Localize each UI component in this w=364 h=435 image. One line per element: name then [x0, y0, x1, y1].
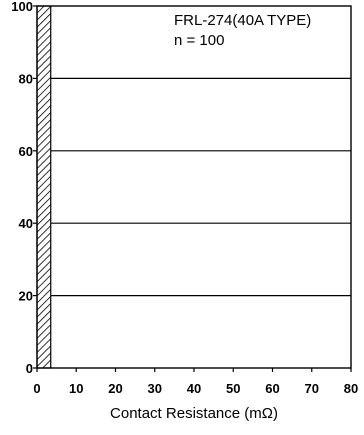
y-tick-label: 40	[19, 216, 33, 231]
x-tick-label: 10	[69, 381, 83, 396]
model-annotation: FRL-274(40A TYPE)	[174, 12, 311, 29]
x-tick-label: 50	[226, 381, 240, 396]
y-axis-ticks: 0 20 40 60 80 100	[11, 0, 37, 376]
x-tick-label: 0	[33, 381, 40, 396]
x-tick-label: 60	[265, 381, 279, 396]
sample-size-annotation: n = 100	[174, 32, 224, 49]
x-axis-ticks: 0 10 20 30 40 50 60 70 80	[33, 368, 358, 396]
y-tick-label: 80	[19, 71, 33, 86]
x-tick-label: 40	[187, 381, 201, 396]
x-tick-label: 30	[148, 381, 162, 396]
x-axis-title: Contact Resistance (mΩ)	[110, 405, 278, 422]
y-tick-label: 20	[19, 289, 33, 304]
bars	[36, 5, 52, 369]
x-tick-label: 80	[344, 381, 358, 396]
x-tick-label: 70	[305, 381, 319, 396]
x-tick-label: 20	[108, 381, 122, 396]
y-tick-label: 0	[26, 361, 33, 376]
y-tick-label: 60	[19, 144, 33, 159]
plot-frame	[36, 5, 352, 369]
bar-0	[36, 5, 52, 369]
y-tick-label: 100	[11, 0, 33, 14]
grid-lines	[37, 77, 351, 297]
